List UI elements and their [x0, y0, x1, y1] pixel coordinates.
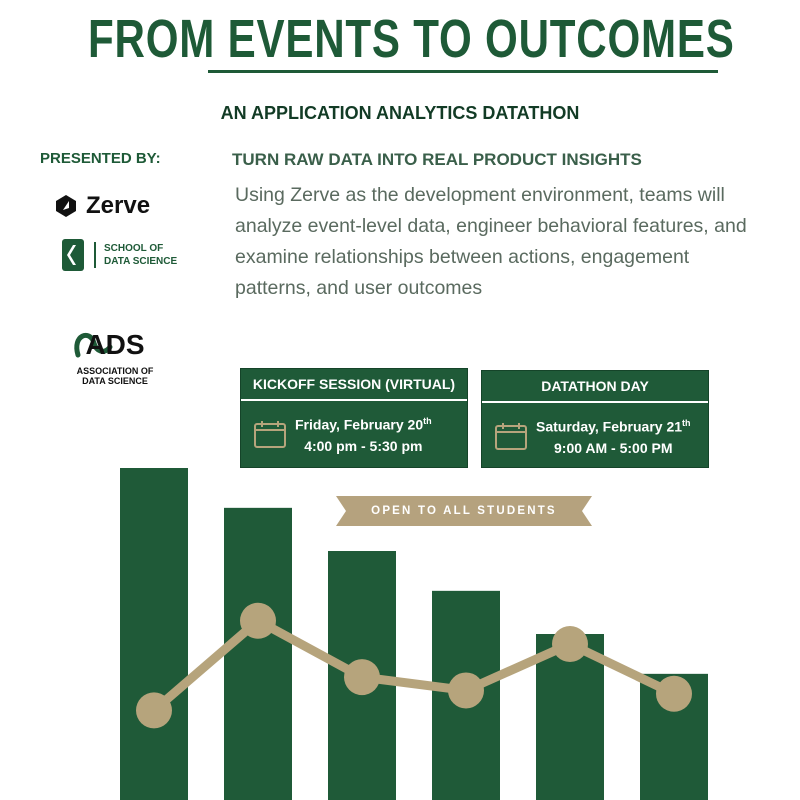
open-to-all-banner: OPEN TO ALL STUDENTS — [336, 496, 592, 526]
chart-point — [136, 692, 172, 729]
kickoff-date-suffix: th — [423, 416, 432, 426]
kickoff-datetime: Friday, February 20th 4:00 pm - 5:30 pm — [295, 411, 432, 457]
ads-logo-mark: ADS — [74, 329, 145, 360]
intro-description: Using Zerve as the development environme… — [235, 184, 747, 299]
datathon-datetime: Saturday, February 21th 9:00 AM - 5:00 P… — [536, 413, 691, 459]
chart-bar — [224, 507, 292, 800]
chart-point — [448, 672, 484, 709]
chart-point — [344, 659, 380, 696]
datathon-day-box: DATATHON DAY Saturday, February 21th 9:0… — [481, 370, 709, 468]
charlotte-c-icon — [62, 239, 84, 271]
banner-ribbon-shape — [336, 496, 592, 526]
datathon-date-suffix: th — [682, 418, 691, 428]
title-underline — [208, 70, 718, 73]
chart-point — [240, 602, 276, 639]
chart-point — [552, 625, 588, 662]
zerve-logo-icon — [56, 195, 76, 217]
datathon-date: Saturday, February 21 — [536, 418, 683, 435]
school-line-2: DATA SCIENCE — [104, 256, 178, 267]
datathon-time: 9:00 AM - 5:00 PM — [554, 439, 673, 456]
ads-logo: ADS ASSOCIATION OF DATA SCIENCE — [60, 325, 170, 386]
calendar-icon — [254, 420, 286, 448]
zerve-logo: Zerve — [54, 192, 150, 220]
school-of-data-science-logo: SCHOOL OF DATA SCIENCE — [60, 235, 204, 275]
page-title: FROM EVENTS TO OUTCOMES — [88, 9, 735, 69]
ads-line-2: DATA SCIENCE — [82, 376, 148, 386]
calendar-icon — [495, 422, 527, 450]
zerve-logo-text: Zerve — [86, 192, 151, 219]
school-line-1: SCHOOL OF — [104, 243, 164, 254]
page-subtitle: AN APPLICATION ANALYTICS DATATHON — [220, 103, 580, 123]
presented-by-label: PRESENTED BY: — [40, 150, 161, 167]
school-logo-text: SCHOOL OF DATA SCIENCE — [94, 242, 204, 268]
chart-point — [656, 675, 692, 712]
banner-text: OPEN TO ALL STUDENTS — [371, 505, 557, 517]
kickoff-title: KICKOFF SESSION (VIRTUAL) — [241, 369, 467, 401]
ads-logo-letters: ADS — [85, 329, 144, 360]
kickoff-time: 4:00 pm - 5:30 pm — [304, 437, 423, 454]
chart-line — [151, 616, 676, 714]
kickoff-date: Friday, February 20 — [295, 416, 424, 433]
datathon-title: DATATHON DAY — [482, 371, 708, 403]
intro-headline: TURN RAW DATA INTO REAL PRODUCT INSIGHTS — [232, 150, 642, 169]
chart-bar — [120, 468, 188, 800]
ads-line-1: ASSOCIATION OF — [76, 366, 154, 376]
kickoff-session-box: KICKOFF SESSION (VIRTUAL) Friday, Februa… — [240, 368, 468, 468]
